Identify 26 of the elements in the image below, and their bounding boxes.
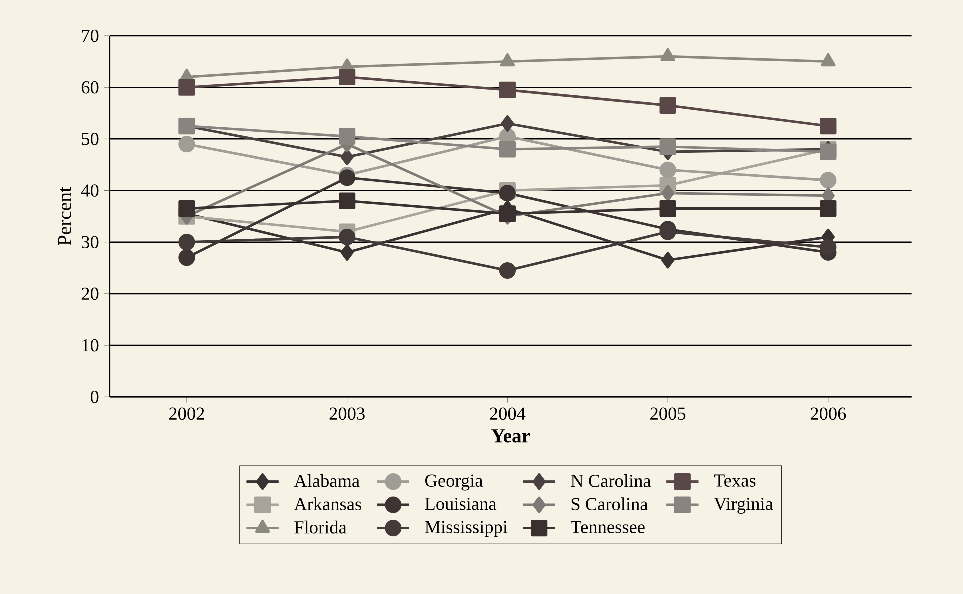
- x-axis-title: Year: [492, 430, 530, 443]
- y-tick-label: 20: [82, 288, 99, 300]
- y-tick-label: 60: [82, 81, 99, 94]
- legend-label: Tennessee: [570, 521, 645, 534]
- y-tick-label: 10: [82, 339, 99, 352]
- y-tick-label: 50: [82, 132, 99, 146]
- legend-label: Arkansas: [294, 498, 362, 510]
- legend-label: Georgia: [426, 474, 484, 491]
- x-tick-label: 2005: [650, 408, 686, 420]
- x-tick-label: 2004: [490, 408, 526, 420]
- legend-label: Virginia: [714, 498, 774, 514]
- y-axis-title: Percent: [58, 187, 72, 246]
- y-tick-label: 70: [82, 30, 99, 42]
- legend-label: Alabama: [294, 474, 360, 488]
- x-tick-label: 2003: [330, 408, 365, 420]
- legend-label: Florida: [294, 520, 347, 534]
- legend-label: Louisiana: [425, 498, 497, 510]
- legend-label: Texas: [714, 474, 756, 487]
- y-tick-label: 0: [90, 390, 99, 404]
- x-tick-label: 2006: [810, 408, 846, 420]
- legend-label: S Carolina: [572, 498, 648, 510]
- y-tick-label: 30: [82, 236, 99, 248]
- y-tick-label: 40: [81, 184, 99, 197]
- x-tick-label: 2002: [169, 408, 204, 420]
- legend-label: N Carolina: [571, 474, 652, 488]
- legend-label: Mississippi: [425, 521, 508, 538]
